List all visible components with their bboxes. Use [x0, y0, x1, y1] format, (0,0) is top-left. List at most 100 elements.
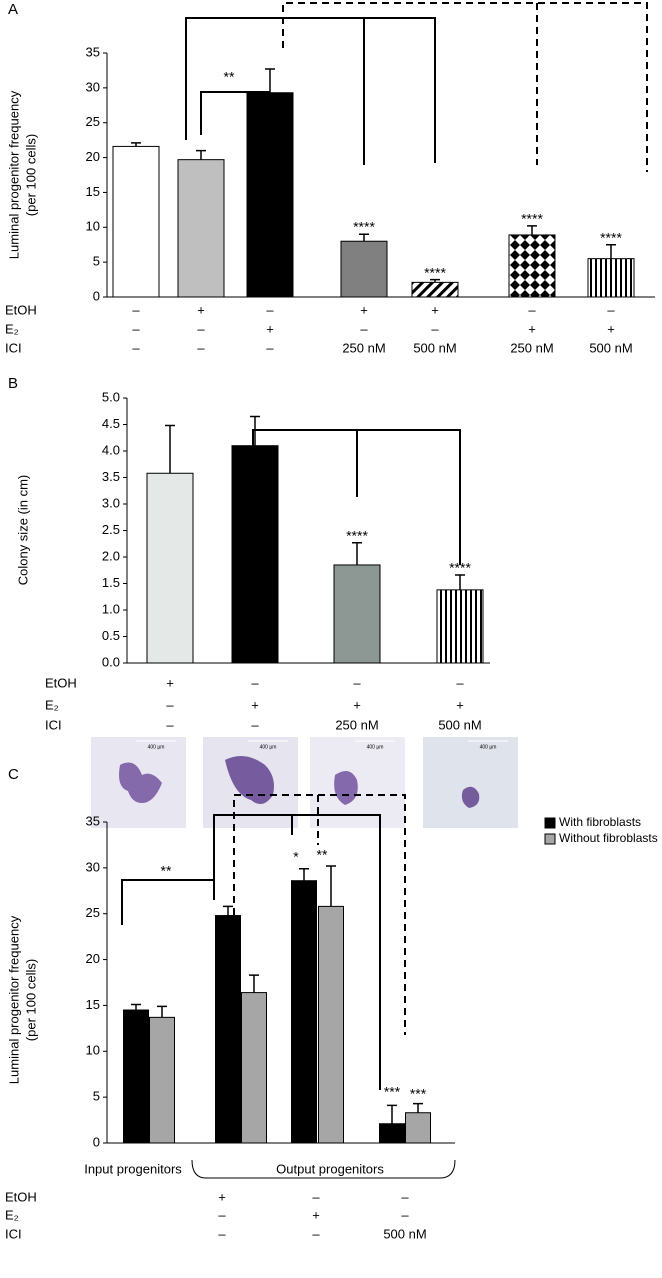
condition-value: –: [266, 302, 274, 317]
error-bar: [527, 225, 537, 235]
brackets-a: [185, 2, 648, 172]
condition-value: 500 nM: [589, 340, 632, 355]
error-bar: [606, 243, 616, 259]
bar: [379, 1123, 405, 1144]
y-tick-label: 5: [93, 254, 100, 269]
condition-value: –: [132, 340, 140, 355]
y-tick-label: 0: [93, 1134, 100, 1149]
y-tick-label: 10: [86, 219, 100, 234]
significance-label: ****: [600, 230, 622, 246]
bar: [215, 915, 241, 1144]
bar: [411, 281, 459, 298]
bar: [241, 992, 267, 1144]
y-tick-label: 35: [86, 813, 100, 828]
condition-value: –: [607, 302, 615, 317]
significance-label: ***: [410, 1086, 427, 1102]
error-bar: [455, 574, 465, 590]
condition-value: –: [360, 321, 368, 336]
y-tick-label: 5.0: [102, 389, 120, 404]
y-tick-label: 20: [86, 951, 100, 966]
condition-value: 500 nM: [383, 1226, 426, 1241]
condition-label: ICI: [5, 340, 22, 355]
condition-value: 250 nM: [335, 717, 378, 732]
bar: [123, 1009, 149, 1144]
error-bar: [387, 1104, 397, 1124]
condition-label: EtOH: [5, 1189, 37, 1204]
significance-label: *: [293, 849, 299, 865]
significance-label: ****: [424, 265, 446, 281]
y-tick-label: 15: [86, 184, 100, 199]
condition-value: +: [353, 697, 361, 712]
condition-value: –: [251, 675, 259, 690]
y-tick-label: 0.0: [102, 654, 120, 669]
y-axis-label: Colony size (in cm): [15, 475, 30, 586]
condition-value: –: [251, 717, 259, 732]
condition-value: –: [132, 302, 140, 317]
bar: [333, 564, 381, 664]
condition-value: +: [166, 675, 174, 690]
panel-label: A: [8, 1, 18, 18]
y-tick-label: 30: [86, 79, 100, 94]
y-tick-label: 4.0: [102, 442, 120, 457]
error-bar: [249, 974, 259, 993]
group-label: Output progenitors: [276, 1161, 384, 1176]
y-tick-label: 3.0: [102, 495, 120, 510]
significance-label: ****: [353, 219, 375, 235]
condition-value: 250 nM: [342, 340, 385, 355]
significance-label: **: [317, 847, 328, 863]
significance-label: ****: [449, 560, 471, 576]
bar: [405, 1112, 431, 1144]
condition-value: –: [132, 321, 140, 336]
condition-label: EtOH: [45, 675, 77, 690]
error-bar: [165, 424, 175, 474]
condition-value: +: [456, 697, 464, 712]
condition-value: –: [353, 675, 361, 690]
y-tick-label: 0.5: [102, 628, 120, 643]
condition-value: –: [218, 1226, 226, 1241]
condition-value: 500 nM: [413, 340, 456, 355]
micrographs: [91, 737, 518, 828]
condition-value: +: [431, 302, 439, 317]
condition-value: +: [197, 302, 205, 317]
condition-value: +: [251, 697, 259, 712]
y-tick-label: 25: [86, 905, 100, 920]
condition-value: –: [197, 340, 205, 355]
error-bar: [265, 68, 275, 93]
bar: [318, 905, 344, 1144]
error-bar: [223, 905, 233, 916]
condition-label: EtOH: [5, 302, 37, 317]
bar: [291, 880, 317, 1144]
error-bar: [131, 1003, 141, 1011]
error-bar: [196, 149, 206, 160]
panel-label: C: [8, 766, 19, 783]
condition-value: +: [607, 321, 615, 336]
bar: [246, 92, 294, 298]
condition-value: +: [218, 1189, 226, 1204]
y-axis-label: Luminal progenitor frequency: [6, 90, 21, 259]
scale-label: 400 µm: [367, 744, 384, 750]
y-tick-label: 4.5: [102, 416, 120, 431]
y-tick-label: 20: [86, 149, 100, 164]
error-bar: [326, 865, 336, 907]
y-tick-label: 25: [86, 114, 100, 129]
bar: [146, 472, 194, 664]
brackets-b: [252, 429, 461, 565]
condition-value: +: [528, 321, 536, 336]
significance-label: **: [161, 863, 172, 879]
y-tick-label: 30: [86, 859, 100, 874]
condition-value: –: [166, 697, 174, 712]
condition-label: E₂: [5, 321, 19, 336]
condition-value: –: [401, 1189, 409, 1204]
condition-label: ICI: [45, 717, 62, 732]
y-tick-label: 3.5: [102, 469, 120, 484]
condition-value: –: [266, 340, 274, 355]
y-tick-label: 15: [86, 997, 100, 1012]
y-axis-label: (per 100 cells): [23, 134, 38, 216]
y-tick-label: 2.0: [102, 548, 120, 563]
y-tick-label: 1.0: [102, 601, 120, 616]
significance-label: ****: [521, 211, 543, 227]
condition-value: –: [456, 675, 464, 690]
y-tick-label: 5: [93, 1089, 100, 1104]
